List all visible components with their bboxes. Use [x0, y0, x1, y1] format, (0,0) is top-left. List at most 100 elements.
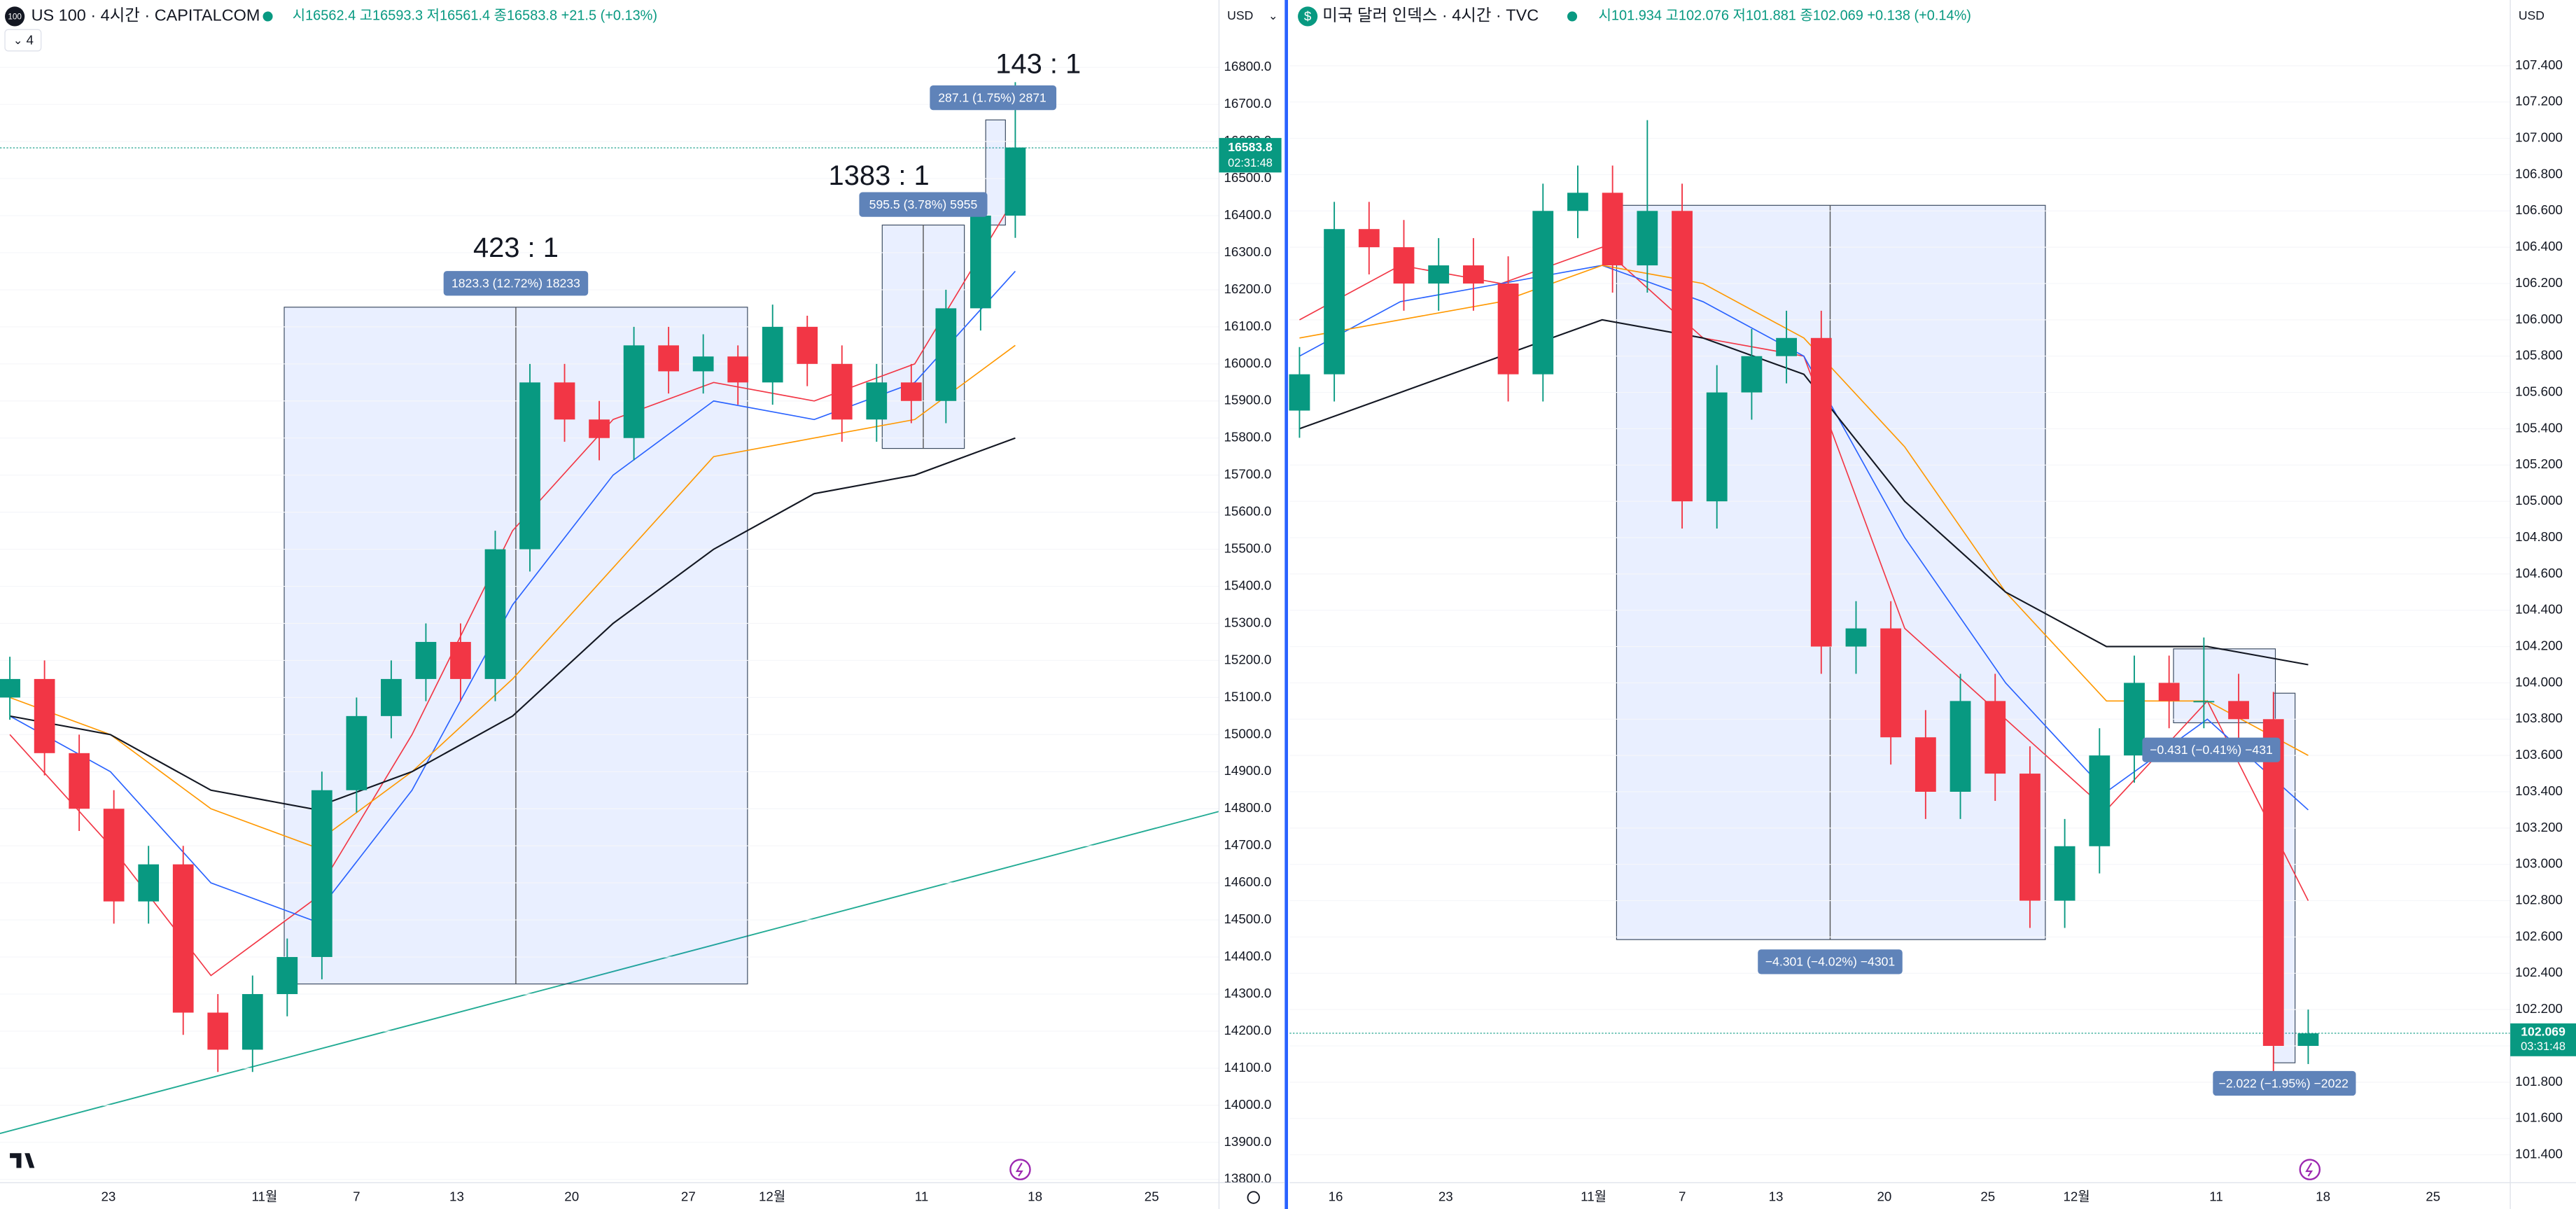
candle-body: [311, 790, 332, 958]
candle-body: [1706, 392, 1728, 502]
ratio-text: 143 : 1: [995, 48, 1081, 79]
y-tick-label: 102.800: [2515, 893, 2563, 907]
moving-average: [1299, 319, 2309, 666]
y-tick-label: 105.400: [2515, 420, 2563, 435]
y-tick-label: 105.600: [2515, 384, 2563, 399]
y-tick-label: 15000.0: [1224, 726, 1271, 741]
y-tick-label: 13900.0: [1224, 1134, 1271, 1149]
y-tick-label: 105.200: [2515, 456, 2563, 471]
y-tick-label: 102.400: [2515, 965, 2563, 979]
market-status: [262, 11, 273, 22]
y-tick-label: 105.000: [2515, 493, 2563, 508]
y-tick-label: 102.600: [2515, 928, 2563, 943]
x-tick-label: 12월: [759, 1189, 785, 1204]
y-tick-label: 16300.0: [1224, 244, 1271, 259]
candle-body: [138, 864, 160, 902]
y-tick-label: 14200.0: [1224, 1023, 1271, 1037]
settings-icon[interactable]: [1247, 1191, 1260, 1204]
measure-label: 595.5 (3.78%) 5955: [869, 197, 978, 211]
last-price-tag: [2510, 1023, 2576, 1056]
candle-body: [172, 864, 194, 1013]
candle-body: [0, 678, 20, 698]
moving-average: [9, 344, 1016, 847]
y-tick-label: 13800.0: [1224, 1171, 1271, 1186]
indicator-count[interactable]: 4: [27, 33, 34, 48]
symbol-icon-text: 100: [8, 13, 22, 22]
candle-body: [831, 363, 853, 420]
y-tick-label: 16200.0: [1224, 281, 1271, 296]
candle-body: [1810, 337, 1832, 647]
candle-body: [1324, 229, 1345, 375]
y-tick-label: 15700.0: [1224, 467, 1271, 482]
y-tick-label: 103.400: [2515, 783, 2563, 798]
ratio-text: 1383 : 1: [829, 160, 930, 191]
candle-body: [1637, 211, 1658, 266]
y-tick-label: 16700.0: [1224, 96, 1271, 111]
x-tick-label: 27: [681, 1189, 696, 1204]
candle-body: [1393, 247, 1415, 284]
y-tick-label: 14400.0: [1224, 949, 1271, 963]
x-tick-label: 7: [1679, 1189, 1686, 1204]
y-tick-label: 104.600: [2515, 566, 2563, 580]
measure-label: 287.1 (1.75%) 2871: [938, 90, 1046, 104]
moving-average: [9, 437, 1016, 810]
measure-label-bg: [930, 85, 1057, 111]
y-tick-label: 101.600: [2515, 1110, 2563, 1125]
event-icon[interactable]: [1009, 1159, 1031, 1180]
candle-body: [103, 809, 125, 902]
currency[interactable]: USD: [1227, 8, 1253, 22]
y-tick-label: 107.000: [2515, 130, 2563, 145]
candle-body: [484, 549, 506, 679]
x-tick-label: 20: [1877, 1189, 1892, 1204]
candle-body: [2054, 846, 2076, 901]
y-tick-label: 106.400: [2515, 239, 2563, 253]
y-tick-label: 104.200: [2515, 638, 2563, 653]
symbol-title: 미국 달러 인덱스 · 4시간 · TVC: [1322, 6, 1539, 25]
candle-body: [692, 356, 714, 372]
symbol-icon-text: $: [1304, 9, 1312, 24]
candle-body: [1428, 265, 1450, 284]
candle-body: [1289, 374, 1310, 411]
candle-body: [1672, 211, 1693, 502]
y-tick-label: 14600.0: [1224, 874, 1271, 889]
candle-body: [346, 715, 368, 790]
candle-body: [797, 326, 818, 364]
indicator-toggle[interactable]: [4, 29, 42, 52]
y-tick-label: 15900.0: [1224, 393, 1271, 407]
x-tick-label: 23: [1438, 1189, 1453, 1204]
candle-body: [1949, 701, 1971, 792]
candle-body: [762, 326, 783, 383]
y-tick-label: 14100.0: [1224, 1060, 1271, 1075]
event-bolt: [1015, 1162, 1023, 1177]
y-tick-label: 15300.0: [1224, 615, 1271, 629]
x-tick-label: 13: [449, 1189, 464, 1204]
candle-body: [1532, 211, 1554, 375]
chevron: ⌄: [1268, 10, 1278, 22]
x-tick-label: 11: [915, 1189, 928, 1204]
candle-body: [2297, 1033, 2319, 1046]
y-tick-label: 15200.0: [1224, 652, 1271, 666]
y-tick-label: 103.600: [2515, 747, 2563, 762]
x-tick-label: 16: [1329, 1189, 1343, 1204]
candle-body: [2193, 701, 2215, 703]
y-tick-label: 104.000: [2515, 674, 2563, 689]
y-tick-label: 15400.0: [1224, 578, 1271, 592]
y-tick-label: 14300.0: [1224, 986, 1271, 1000]
candle-body: [1462, 265, 1484, 284]
y-tick-label: 106.200: [2515, 275, 2563, 290]
chevron: ⌄: [13, 34, 23, 47]
measure-label: 1823.3 (12.72%) 18233: [451, 277, 580, 291]
candle-body: [970, 216, 991, 309]
symbol-title: US 100 · 4시간 · CAPITALCOM: [31, 6, 260, 25]
candle-body: [935, 308, 957, 401]
event-bolt: [2305, 1162, 2314, 1177]
last-price: 102.069: [2521, 1024, 2566, 1038]
x-tick-label: 7: [353, 1189, 360, 1204]
y-tick-label: 14800.0: [1224, 800, 1271, 815]
event-icon[interactable]: [2299, 1159, 2321, 1180]
y-tick-label: 14000.0: [1224, 1097, 1271, 1112]
y-tick-label: 102.200: [2515, 1001, 2563, 1016]
currency[interactable]: USD: [2519, 8, 2544, 22]
